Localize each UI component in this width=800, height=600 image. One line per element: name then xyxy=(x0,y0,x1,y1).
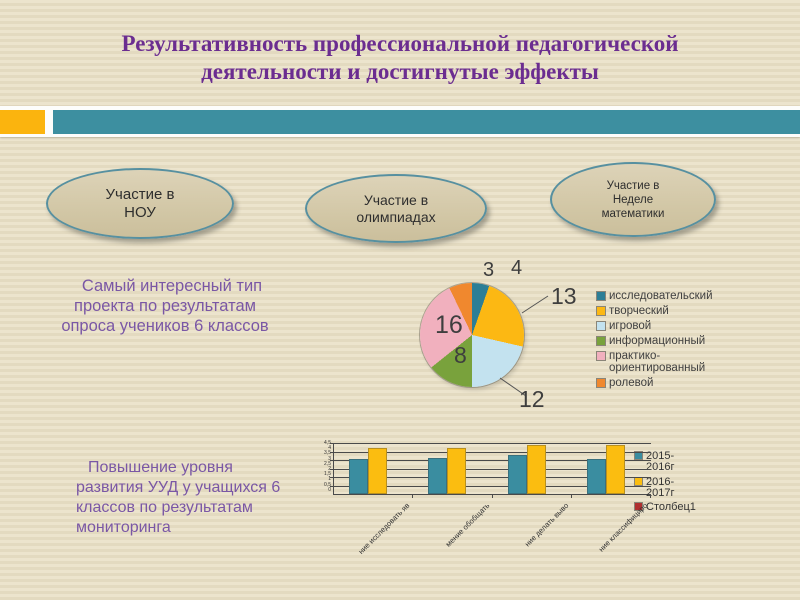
pie-value-label: 16 xyxy=(435,311,463,339)
pie-chart xyxy=(420,283,524,387)
slide-title: Результативность профессиональной педаго… xyxy=(50,30,750,86)
bar-caption-line: Повышение уровня xyxy=(88,459,233,476)
bar-y-axis-labels: 4,543,532,521,510,50 xyxy=(311,440,331,493)
pie-caption-line: проекта по результатам xyxy=(74,297,256,315)
bar-2016-2017г xyxy=(447,448,467,494)
slide-title-line2: деятельности и достигнутые эффекты xyxy=(201,59,599,84)
oval-olympiads-line1: Участие в xyxy=(363,191,429,208)
bar-caption: Повышение уровня развития УУД у учащихся… xyxy=(76,458,281,538)
legend-label: исследовательский xyxy=(609,290,713,302)
pie-caption-line: опроса учеников 6 классов xyxy=(61,317,269,335)
bar-2015-2016г xyxy=(586,459,606,494)
pie-value-label: 12 xyxy=(519,386,545,412)
y-tick-label: 4 xyxy=(328,445,331,452)
y-tick xyxy=(330,468,334,470)
legend-item: 2015-2016г xyxy=(634,451,696,473)
legend-item: исследовательский xyxy=(596,290,713,303)
oval-math-week-line2: Неделе xyxy=(612,193,654,206)
x-axis-label: ние классифициро xyxy=(596,501,650,554)
y-tick xyxy=(330,451,334,453)
y-tick xyxy=(330,460,334,461)
legend-label: 2016-2017г xyxy=(646,475,675,499)
x-tick xyxy=(650,494,651,498)
y-tick xyxy=(330,485,334,487)
bar-caption-line: классов по результатам xyxy=(76,499,253,516)
pie-value-label: 8 xyxy=(454,342,467,368)
legend-label: творческий xyxy=(609,305,669,317)
slide-title-line1: Результативность профессиональной педаго… xyxy=(121,31,679,56)
bar-2016-2017г xyxy=(368,448,387,494)
x-tick xyxy=(491,494,493,498)
x-tick xyxy=(412,494,414,498)
gridline xyxy=(334,477,651,478)
y-tick-label: 2 xyxy=(311,466,331,472)
oval-nou-line1: Участие в xyxy=(105,185,175,203)
legend-swatch xyxy=(634,502,643,511)
bar-chart: 2015-2016г 2016-2017г Столбец1 ние исследо… xyxy=(330,443,696,556)
legend-label: игровой xyxy=(609,320,652,332)
legend-swatch xyxy=(596,321,606,331)
y-tick-label: 4,5 xyxy=(324,440,331,446)
legend-item: игровой xyxy=(596,320,712,333)
gridline xyxy=(334,485,651,487)
legend-swatch xyxy=(596,377,606,388)
pie-leader-lines xyxy=(499,295,549,397)
legend-item: информационный xyxy=(596,335,712,348)
legend-swatch xyxy=(596,306,606,316)
accent-orange-block xyxy=(0,110,45,134)
pie-legend: исследовательский творческий игровой информ… xyxy=(596,290,713,390)
pie-value-label: 4 xyxy=(511,257,523,279)
oval-olympiads-line2: олимпиадах xyxy=(356,208,436,225)
gridline xyxy=(334,451,651,453)
y-tick-label: 0 xyxy=(328,486,331,493)
y-tick xyxy=(330,477,334,478)
bar-caption-line: мониторинга xyxy=(76,519,171,536)
legend-label: информационный xyxy=(609,335,706,347)
y-tick-label: 1,5 xyxy=(324,471,331,478)
y-tick-label: 3 xyxy=(328,455,331,462)
y-tick xyxy=(330,443,334,444)
legend-item: Столбец1 xyxy=(634,502,696,513)
oval-math-week: Участие в Неделе математики xyxy=(550,162,716,237)
gridline xyxy=(334,468,651,470)
oval-nou-line2: НОУ xyxy=(124,203,156,221)
legend-label: ролевой xyxy=(609,376,654,389)
y-tick-label: 1 xyxy=(328,476,331,483)
x-axis-label: ние делать выво xyxy=(522,501,571,549)
accent-teal-bar xyxy=(53,110,800,134)
legend-swatch xyxy=(596,336,606,346)
oval-math-week-line3: математики xyxy=(601,207,665,220)
y-tick-label: 2,5 xyxy=(324,460,331,467)
legend-swatch xyxy=(596,291,606,301)
y-tick-label: 3,5 xyxy=(324,450,331,457)
x-axis-label: мение обобщать xyxy=(443,501,491,549)
pie-value-label: 3 xyxy=(483,259,495,281)
oval-math-week-line1: Участие в xyxy=(606,179,660,192)
x-tick xyxy=(570,494,572,498)
legend-item: творческий xyxy=(596,305,712,318)
legend-swatch xyxy=(596,351,606,361)
legend-label: практико-ориентированный xyxy=(609,350,706,374)
oval-nou: Участие в НОУ xyxy=(46,168,234,239)
gridline xyxy=(334,460,651,461)
legend-item: 2016-2017г xyxy=(634,475,696,499)
oval-olympiads: Участие в олимпиадах xyxy=(305,174,487,243)
bar-2015-2016г xyxy=(428,458,448,494)
pie-caption: Самый интересный тип проекта по результа… xyxy=(42,276,288,336)
legend-label: Столбец1 xyxy=(646,501,696,513)
bar-2016-2017г xyxy=(526,445,546,494)
legend-item: практико-ориентированный xyxy=(596,350,712,374)
y-tick-label: 0,5 xyxy=(324,481,331,488)
pie-caption-line: Самый интересный тип xyxy=(81,277,263,295)
x-axis-label: ние исследовать яв xyxy=(356,501,412,556)
bar-2016-2017г xyxy=(605,445,625,494)
pie-value-label: 13 xyxy=(551,283,577,309)
gridline xyxy=(334,443,651,444)
legend-item: ролевой xyxy=(596,376,712,390)
bar-2015-2016г xyxy=(507,455,527,494)
legend-label: 2015-2016г xyxy=(646,450,675,473)
bar-caption-line: развития УУД у учащихся 6 xyxy=(76,479,281,496)
bar-2015-2016г xyxy=(349,459,368,494)
